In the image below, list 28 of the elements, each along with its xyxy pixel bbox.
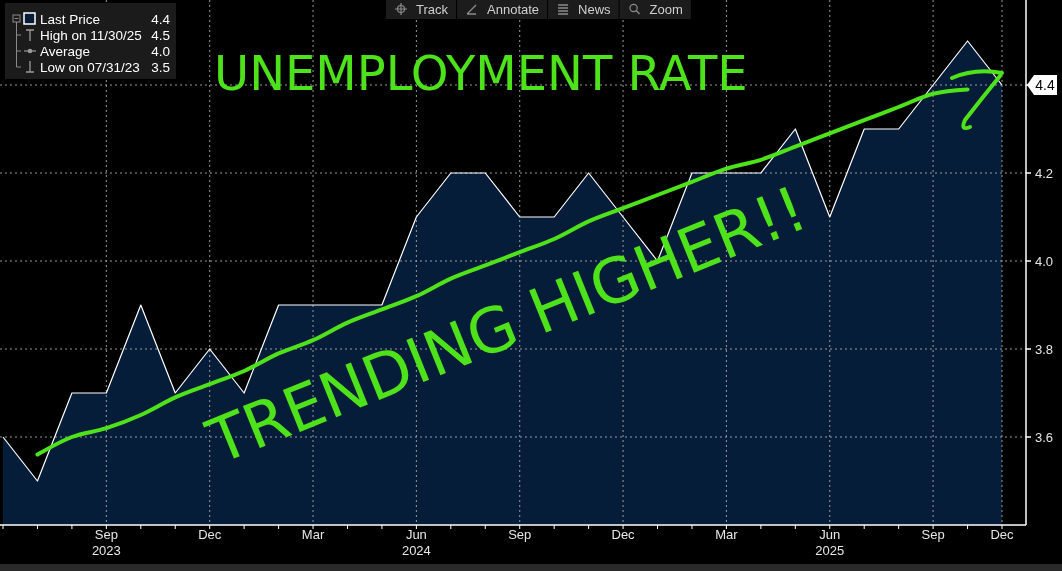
annotation: Annotate [487,2,540,17]
x-tick-label: Mar [715,527,739,542]
annotation: 4.0 [151,43,170,59]
y-tick-label: 3.8 [1034,341,1054,357]
annotation: Low on 07/31/23 [40,59,140,75]
annotation: 3.5 [151,59,170,75]
annotation: Average [40,43,91,59]
y-tick-label: 3.6 [1034,429,1054,445]
x-tick-label: Mar [301,527,325,542]
annotation: High on 11/30/25 [40,27,142,43]
text: 4.4 [1035,76,1055,93]
x-tick-label: Jun 2025 [815,527,845,558]
x-tick-label: Sep [508,527,532,542]
annotation: 4.5 [151,27,170,43]
annotation: News [578,2,612,17]
x-tick-label: Sep [921,527,945,542]
annotation: Zoom [649,2,683,17]
annotation: Track [416,2,449,17]
x-tick-label: Sep 2023 [91,527,121,558]
text: UNEMPLOYMENT RATE [214,45,748,101]
y-tick-label: 4.2 [1034,165,1054,181]
legend-label: Last Price [40,11,101,27]
x-tick-label: Jun 2024 [401,527,431,558]
x-tick-label: Dec [611,527,636,542]
x-tick-label: Dec [990,527,1015,542]
x-tick-label: Dec [198,527,222,542]
annotation: 4.4 [151,11,171,27]
y-tick-label: 4.0 [1034,253,1054,269]
